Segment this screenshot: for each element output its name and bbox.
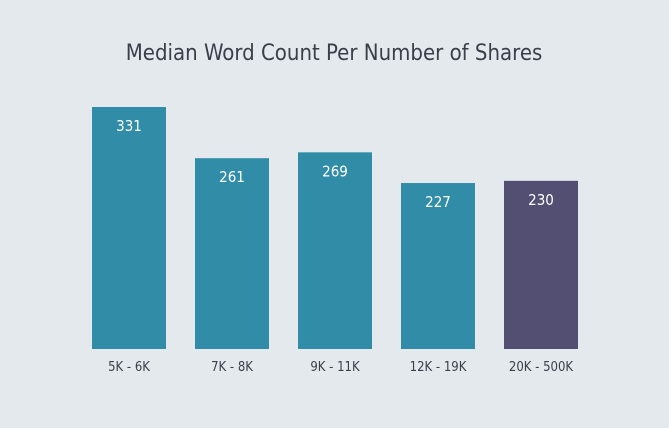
chart-title: Median Word Count Per Number of Shares xyxy=(126,41,543,66)
data-label-3: 269 xyxy=(322,162,348,180)
data-label-5: 230 xyxy=(528,191,554,209)
bar-5 xyxy=(504,180,578,349)
x-tick-label-3: 9K - 11K xyxy=(310,360,360,375)
x-tick-label-5: 20K - 500K xyxy=(509,360,574,375)
bar-2 xyxy=(195,158,269,349)
x-tick-label-2: 7K - 8K xyxy=(211,360,253,375)
x-tick-label-4: 12K - 19K xyxy=(410,360,467,375)
x-tick-label-1: 5K - 6K xyxy=(108,360,150,375)
bar-4 xyxy=(401,183,475,349)
bar-3 xyxy=(298,152,372,349)
bar-1 xyxy=(92,107,166,349)
data-label-1: 331 xyxy=(116,117,142,135)
data-label-2: 261 xyxy=(219,168,245,186)
data-label-4: 227 xyxy=(425,193,451,211)
